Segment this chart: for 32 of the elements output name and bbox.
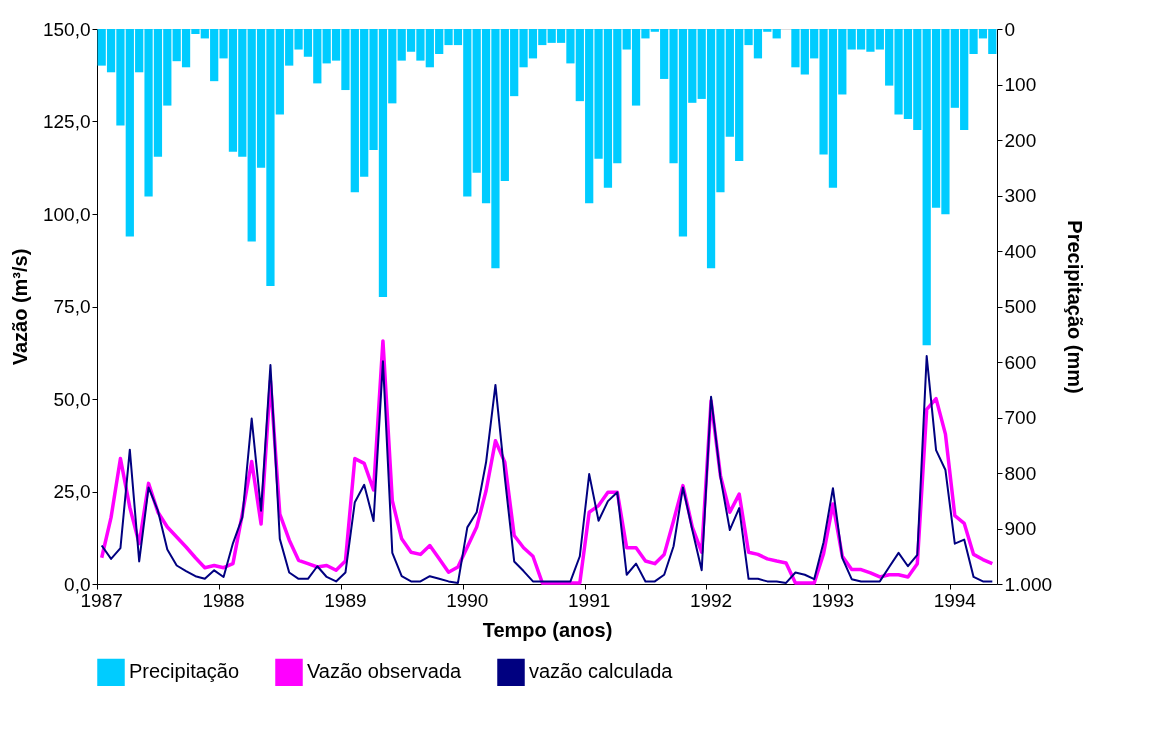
y-tick-label: 25,0 (53, 481, 91, 502)
y2-tick-label: 100 (1004, 74, 1037, 95)
x-tick-label: 1991 (568, 589, 611, 611)
y-tick-label: 100,0 (42, 203, 91, 225)
y2-axis-title: Precipitação (mm) (1064, 220, 1087, 394)
x-tick-label: 1988 (202, 589, 245, 611)
y2-tick-label: 200 (1004, 129, 1037, 151)
y-axis-title: Vazão (m³/s) (8, 248, 31, 366)
y2-tick-label: 600 (1004, 351, 1037, 373)
x-tick-label: 1994 (933, 589, 977, 611)
x-tick-label: 1993 (811, 589, 855, 611)
y2-tick-label: 700 (1004, 407, 1037, 428)
y2-tick-label: 0 (1004, 18, 1016, 40)
x-axis-title: Tempo (anos) (482, 618, 613, 641)
y-tick-label: 150,0 (42, 18, 91, 40)
x-tick-label: 1990 (446, 589, 489, 611)
legend-label: Vazão observada (307, 660, 463, 683)
y-tick-label: 125,0 (42, 111, 91, 132)
y-tick-label: 50,0 (53, 388, 91, 410)
x-tick-label: 1989 (324, 589, 367, 611)
bar (772, 29, 781, 39)
x-tick-label: 1992 (689, 589, 733, 611)
y2-tick-label: 800 (1004, 462, 1037, 484)
y2-tick-label: 500 (1004, 296, 1037, 317)
legend-label: Precipitação (129, 660, 240, 683)
y2-tick-label: 900 (1004, 518, 1037, 539)
y-tick-label: 0,0 (64, 573, 91, 595)
y2-tick-label: 300 (1004, 185, 1037, 206)
y2-tick-label: 400 (1004, 240, 1037, 262)
y2-tick-label: 1.000 (1004, 573, 1053, 595)
legend-label: vazão calculada (529, 660, 674, 683)
y-tick-label: 75,0 (53, 296, 91, 317)
